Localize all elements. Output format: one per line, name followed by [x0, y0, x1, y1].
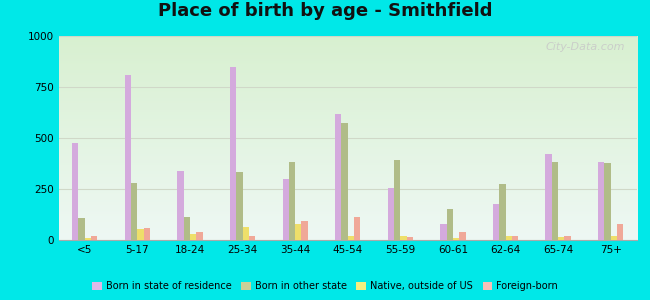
Bar — [242, 227, 249, 240]
Bar — [460, 232, 465, 240]
Legend: Born in state of residence, Born in other state, Native, outside of US, Foreign-: Born in state of residence, Born in othe… — [88, 278, 562, 295]
Bar — [354, 217, 360, 240]
Bar — [440, 224, 447, 240]
Bar — [289, 163, 295, 240]
Bar — [400, 236, 407, 240]
Bar — [564, 236, 571, 240]
Bar — [348, 236, 354, 240]
Bar — [611, 236, 617, 240]
Bar — [394, 160, 400, 240]
Bar — [617, 224, 623, 240]
Bar — [144, 228, 150, 240]
Bar — [604, 164, 611, 240]
Bar — [196, 232, 203, 240]
Bar — [137, 229, 144, 240]
Bar — [125, 75, 131, 240]
Bar — [177, 171, 184, 240]
Bar — [407, 237, 413, 240]
Bar — [493, 204, 499, 240]
Bar — [230, 67, 236, 240]
Bar — [552, 163, 558, 240]
Bar — [387, 188, 394, 240]
Bar — [131, 183, 137, 240]
Bar — [79, 218, 84, 240]
Text: Place of birth by age - Smithfield: Place of birth by age - Smithfield — [158, 2, 492, 20]
Bar — [598, 163, 604, 240]
Bar — [84, 238, 91, 240]
Bar — [249, 236, 255, 240]
Bar — [91, 236, 98, 240]
Bar — [236, 172, 242, 240]
Bar — [499, 184, 506, 240]
Bar — [341, 123, 348, 240]
Bar — [558, 237, 564, 240]
Bar — [72, 143, 79, 240]
Bar — [545, 154, 552, 240]
Bar — [447, 209, 453, 240]
Bar — [184, 217, 190, 240]
Bar — [512, 236, 518, 240]
Bar — [335, 113, 341, 240]
Bar — [302, 220, 308, 240]
Text: City-Data.com: City-Data.com — [546, 42, 625, 52]
Bar — [295, 224, 302, 240]
Bar — [190, 234, 196, 240]
Bar — [453, 238, 460, 240]
Bar — [506, 236, 512, 240]
Bar — [283, 179, 289, 240]
